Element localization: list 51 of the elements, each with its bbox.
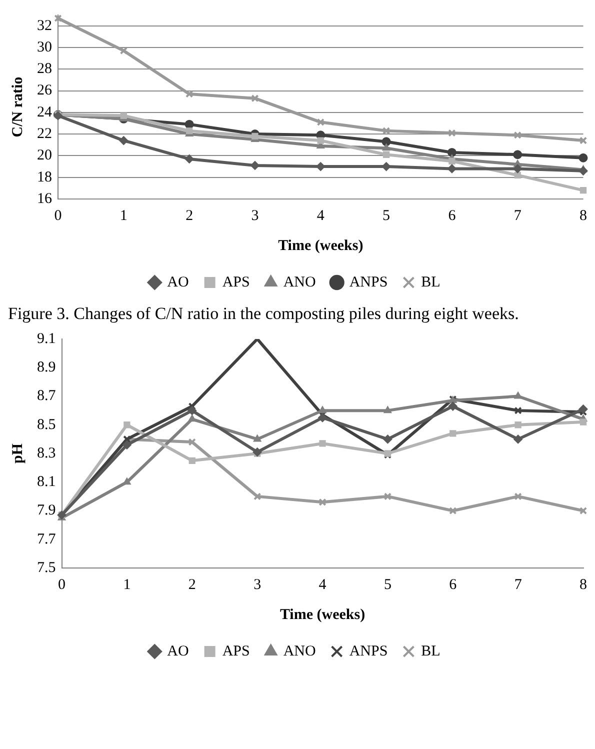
- x-tick-label: 6: [449, 577, 458, 594]
- x-tick-label: 3: [251, 208, 259, 224]
- legend-label: ANPS: [349, 274, 388, 290]
- x-tick-label: 7: [514, 577, 522, 594]
- caption: Figure 3. Changes of C/N ratio in the composting piles during eight weeks.: [8, 304, 520, 324]
- legend-label: APS: [222, 274, 250, 290]
- x-tick-label: 2: [186, 208, 194, 224]
- x-tick-label: 1: [120, 208, 128, 224]
- legend-label: BL: [421, 644, 440, 660]
- x-tick-label: 7: [514, 208, 522, 224]
- x-tick-label: 8: [580, 208, 587, 224]
- x-tick-label: 1: [123, 577, 131, 594]
- y-axis-title: pH: [10, 444, 26, 464]
- x-tick-label: 4: [316, 208, 325, 224]
- legend-label: APS: [222, 644, 250, 660]
- y-axis-title: C/N ratio: [10, 76, 26, 138]
- y-tick-label: 32: [37, 18, 52, 34]
- y-tick-label: 8.7: [37, 388, 56, 405]
- x-tick-label: 8: [580, 577, 587, 594]
- x-tick-label: 2: [188, 577, 196, 594]
- legend-label: ANO: [283, 644, 316, 660]
- y-tick-label: 8.1: [37, 474, 56, 490]
- y-tick-label: 7.9: [37, 503, 56, 520]
- legend-label: BL: [421, 274, 440, 290]
- y-tick-label: 26: [37, 82, 52, 99]
- y-tick-label: 28: [37, 61, 52, 78]
- legend-label: AO: [167, 644, 189, 660]
- y-tick-label: 7.5: [37, 560, 56, 576]
- y-tick-label: 9.1: [37, 331, 56, 348]
- x-axis-title: Time (weeks): [280, 607, 366, 624]
- x-axis-title: Time (weeks): [278, 238, 364, 254]
- x-tick-label: 0: [58, 577, 66, 594]
- x-tick-label: 3: [254, 577, 262, 594]
- y-tick-label: 18: [37, 169, 52, 186]
- legend-label: ANO: [283, 274, 316, 290]
- y-tick-label: 24: [37, 104, 52, 120]
- x-tick-label: 4: [318, 577, 327, 594]
- y-tick-label: 16: [37, 190, 52, 207]
- y-tick-label: 8.5: [37, 417, 56, 434]
- legend-label: AO: [167, 274, 189, 290]
- x-tick-label: 6: [448, 208, 456, 224]
- y-tick-label: 7.7: [37, 532, 56, 548]
- y-tick-label: 22: [37, 126, 52, 142]
- y-tick-label: 8.9: [37, 360, 56, 376]
- x-tick-label: 0: [54, 208, 62, 224]
- y-tick-label: 8.3: [37, 446, 56, 462]
- x-tick-label: 5: [384, 577, 392, 594]
- x-tick-label: 5: [382, 208, 390, 224]
- y-tick-label: 30: [37, 39, 52, 56]
- legend-label: ANPS: [349, 644, 388, 660]
- y-tick-label: 20: [37, 148, 52, 164]
